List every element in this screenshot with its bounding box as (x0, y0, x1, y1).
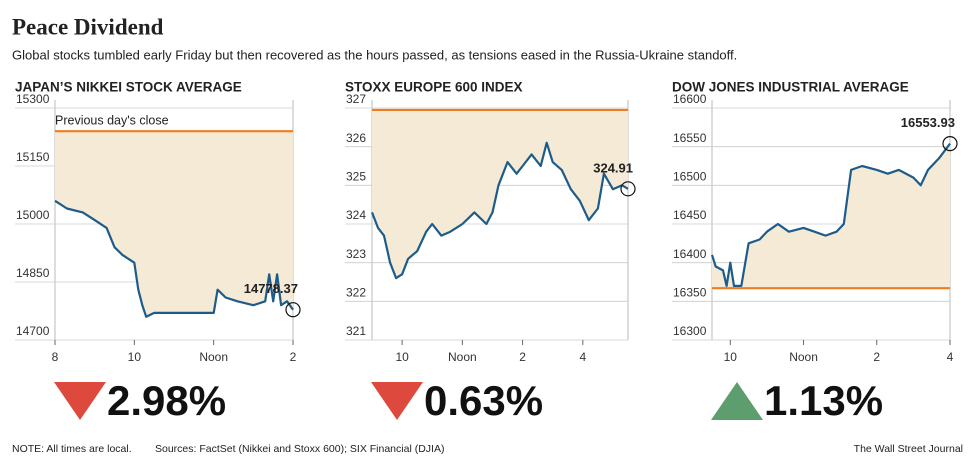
x-tick-label: Noon (448, 350, 477, 364)
credit: The Wall Street Journal (854, 443, 963, 455)
change-label: 0.63% (424, 377, 543, 424)
reference-label: Previous day's close (55, 113, 169, 127)
title: Peace Dividend (12, 14, 164, 39)
y-tick-label: 16500 (673, 170, 707, 184)
y-tick-label: 323 (346, 247, 366, 261)
sources: Sources: FactSet (Nikkei and Stoxx 600);… (155, 443, 444, 455)
change-label: 2.98% (107, 377, 226, 424)
y-tick-label: 324 (346, 208, 366, 222)
y-tick-label: 15000 (16, 208, 50, 222)
x-tick-label: 10 (724, 350, 738, 364)
change-arrow (711, 382, 763, 420)
x-tick-label: 2 (519, 350, 526, 364)
change-arrow (371, 382, 423, 420)
change-label: 1.13% (764, 377, 883, 424)
shade (372, 109, 628, 279)
y-tick-label: 14850 (16, 266, 50, 280)
y-tick-label: 16400 (673, 247, 707, 261)
end-marker (942, 136, 958, 152)
x-tick-label: 2 (290, 350, 297, 364)
end-marker (620, 181, 636, 197)
y-tick-label: 15300 (16, 92, 50, 106)
y-tick-label: 15150 (16, 150, 50, 164)
price-line (54, 199, 294, 318)
end-label: 324.91 (593, 160, 633, 175)
x-tick-label: 10 (395, 350, 409, 364)
price-line (710, 142, 951, 287)
y-tick-label: 16450 (673, 208, 707, 222)
change-arrow (54, 382, 106, 420)
y-tick-label: 321 (346, 324, 366, 338)
end-label: 16553.93 (901, 115, 955, 130)
x-tick-label: 10 (128, 350, 142, 364)
y-tick-label: 322 (346, 286, 366, 300)
y-tick-label: 16350 (673, 286, 707, 300)
x-tick-label: Noon (199, 350, 228, 364)
y-tick-label: 326 (346, 131, 366, 145)
price-line (370, 141, 629, 280)
y-tick-label: 16300 (673, 324, 707, 338)
chart-title: STOXX EUROPE 600 INDEX (345, 80, 523, 95)
shade (712, 143, 950, 289)
y-tick-label: 16600 (673, 92, 707, 106)
y-tick-label: 327 (346, 92, 366, 106)
shade (55, 131, 293, 317)
subtitle: Global stocks tumbled early Friday but t… (12, 47, 737, 62)
x-tick-label: 2 (873, 350, 880, 364)
chart-title: DOW JONES INDUSTRIAL AVERAGE (672, 80, 909, 95)
y-tick-label: 325 (346, 170, 366, 184)
end-marker (285, 302, 301, 318)
x-tick-label: Noon (789, 350, 818, 364)
y-tick-label: 14700 (16, 324, 50, 338)
y-tick-label: 16550 (673, 131, 707, 145)
note: NOTE: All times are local. (12, 443, 132, 455)
end-label: 14778.37 (244, 281, 298, 296)
x-tick-label: 8 (52, 350, 59, 364)
x-tick-label: 4 (947, 350, 954, 364)
chart-title: JAPAN’S NIKKEI STOCK AVERAGE (15, 80, 242, 95)
x-tick-label: 4 (579, 350, 586, 364)
